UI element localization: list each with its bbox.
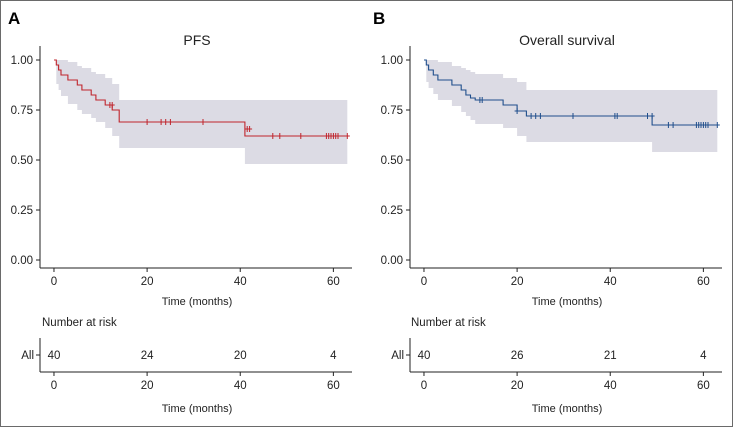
panel-b-risk-count-0: 40: [418, 350, 431, 362]
panel-a-title: PFS: [183, 32, 210, 48]
panel-a-censor-mark-3: [158, 119, 164, 125]
panel-a-risk-xtick-label-2: 40: [234, 380, 247, 392]
panel-a-xtick-label-1: 20: [141, 276, 154, 288]
panel-b-label: B: [373, 9, 385, 28]
panel-b-risk-xtick-label-3: 60: [697, 380, 710, 392]
panel-b-risk-table: All 40 26 21 40 20 40 60: [391, 338, 722, 392]
panel-b-censor-mark-4: [533, 113, 539, 119]
panel-a-risk-xtick-label-0: 0: [51, 380, 57, 392]
panel-a-ytick-label-2: 0.50: [11, 155, 33, 167]
panel-b-risk-count-1: 26: [511, 350, 524, 362]
panel-b-censor-mark-12: [670, 122, 676, 128]
panel-b-risk-title: Number at risk: [411, 317, 486, 329]
panel-b-censor-mark-2: [514, 108, 520, 114]
panel-b-censor-mark-1: [479, 97, 485, 103]
panel-a-censor-mark-11: [298, 133, 304, 139]
panel-b-ytick-label-2: 0.50: [381, 155, 403, 167]
panel-b-ci-band: [424, 60, 718, 152]
panel-b-risk-xtick-label-2: 40: [604, 380, 617, 392]
panel-a-censor-mark-2: [144, 119, 150, 125]
panel-a-risk-title: Number at risk: [42, 317, 117, 329]
panel-b-censor-mark-18: [705, 122, 711, 128]
panel-a-censor-mark-8: [247, 126, 253, 132]
panel-a-risk-table: All 40 24 20 40 20 40 60: [21, 338, 352, 392]
panel-a-censor-mark-6: [200, 119, 206, 125]
panel-a-xlabel: Time (months): [162, 296, 233, 308]
panel-b-censor-mark-6: [570, 113, 576, 119]
panel-a-risk-xlabel: Time (months): [162, 403, 233, 415]
panel-a-censor-mark-17: [335, 133, 341, 139]
panel-b-risk-group-label: All: [391, 350, 404, 362]
panel-a-censor-mark-10: [277, 133, 283, 139]
panel-a-plot: 0.00 0.25 0.50 0.75 1.00 0 20 40 60: [11, 46, 352, 288]
panel-b-ytick-label-4: 1.00: [381, 55, 403, 67]
panel-a-xtick-label-2: 40: [234, 276, 247, 288]
panel-b-censor-mark-9: [645, 113, 650, 119]
panel-a-ytick-label-3: 0.75: [11, 105, 33, 117]
panel-b-xtick-label-0: 0: [421, 276, 427, 288]
panel-a: A PFS 0.000.250.500.751.000 20 40 60 Time (…: [8, 9, 352, 415]
panel-a-xtick-label-3: 60: [327, 276, 340, 288]
panel-a-xtick-label-0: 0: [51, 276, 57, 288]
panel-a-ytick-label-0: 0.00: [11, 255, 33, 267]
panel-b-ytick-label-3: 0.75: [381, 105, 403, 117]
panel-a-ci-band: [54, 60, 348, 164]
panel-b-censor-mark-5: [537, 113, 543, 119]
panel-a-risk-count-3: 4: [330, 350, 337, 362]
panel-b-censor-mark-19: [714, 122, 720, 128]
panel-b-xtick-label-1: 20: [511, 276, 524, 288]
panel-b-risk-xlabel: Time (months): [532, 403, 603, 415]
panel-b-censor-mark-3: [528, 113, 534, 119]
panel-a-label: A: [8, 9, 20, 28]
panel-a-risk-xtick-label-3: 60: [327, 380, 340, 392]
panel-a-survival-curve: [54, 59, 348, 137]
panel-a-risk-xtick-label-1: 20: [141, 380, 154, 392]
panel-a-censor-mark-4: [163, 119, 169, 125]
panel-b-censor-mark-11: [665, 122, 671, 128]
panel-b: B Overall survival 0.000.250.500.751.000…: [373, 9, 722, 415]
panel-a-risk-group-label: All: [21, 350, 34, 362]
panel-b-censor-mark-10: [649, 113, 655, 119]
panel-a-ytick-label-4: 1.00: [11, 55, 33, 67]
panel-a-censor-mark-18: [344, 133, 350, 139]
panel-a-censor-mark-5: [167, 119, 173, 125]
panel-b-xlabel: Time (months): [532, 296, 603, 308]
panel-b-risk-xtick-label-1: 20: [511, 380, 524, 392]
panel-b-xtick-label-2: 40: [604, 276, 617, 288]
panel-b-ytick-label-1: 0.25: [381, 205, 403, 217]
panel-b-risk-count-2: 21: [604, 350, 617, 362]
panel-b-title: Overall survival: [519, 32, 615, 48]
panel-b-xtick-label-3: 60: [697, 276, 710, 288]
panel-a-risk-count-0: 40: [48, 350, 61, 362]
panel-a-risk-count-1: 24: [141, 350, 154, 362]
panel-b-risk-count-3: 4: [700, 350, 707, 362]
panel-b-risk-xtick-label-0: 0: [421, 380, 427, 392]
panel-a-risk-count-2: 20: [234, 350, 247, 362]
panel-a-censor-mark-9: [270, 133, 276, 139]
panel-b-plot: 0.00 0.25 0.50 0.75 1.00 0 20 40 60: [381, 46, 722, 288]
panel-a-censor-mark-1: [109, 102, 115, 108]
panel-a-ytick-label-1: 0.25: [11, 205, 33, 217]
panel-b-survival-curve: [424, 59, 718, 126]
panel-b-ytick-label-0: 0.00: [381, 255, 403, 267]
panel-b-censor-mark-8: [614, 113, 620, 119]
